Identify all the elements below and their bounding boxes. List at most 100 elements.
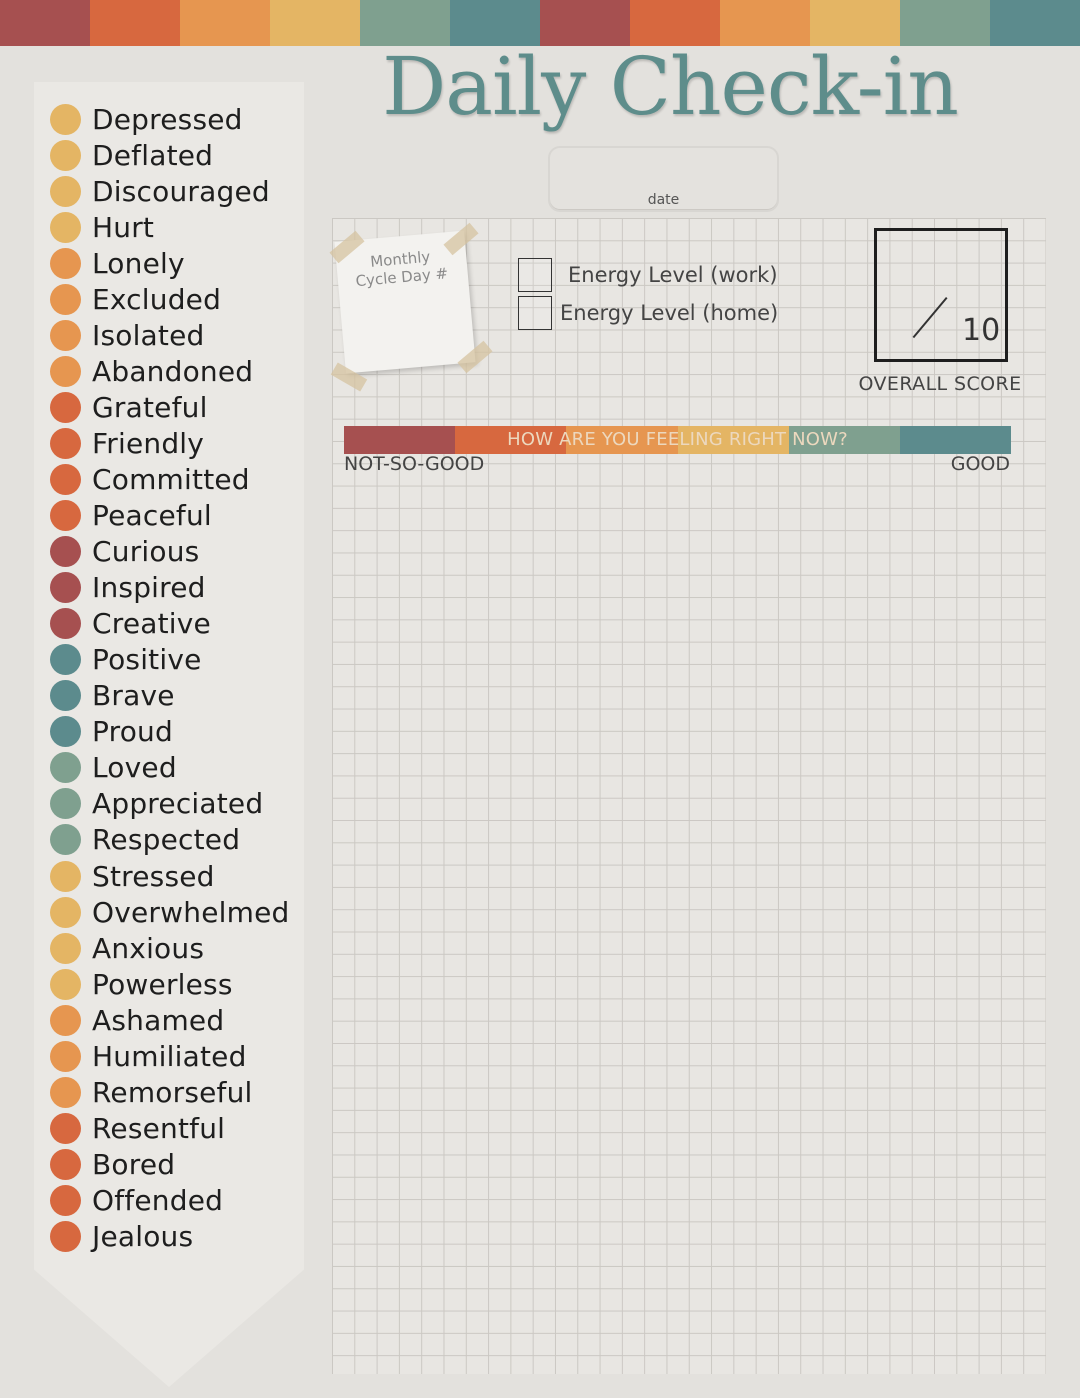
mood-item[interactable]: Abandoned (50, 353, 289, 389)
mood-color-dot[interactable] (50, 824, 81, 856)
mood-label: Overwhelmed (92, 895, 290, 929)
mood-item[interactable]: Appreciated (50, 786, 289, 822)
grid-paper[interactable] (332, 218, 1046, 1374)
mood-color-dot[interactable] (50, 319, 81, 351)
mood-item[interactable]: Inspired (50, 570, 289, 606)
mood-item[interactable]: Committed (50, 461, 289, 497)
stripe-segment (990, 0, 1080, 46)
mood-item[interactable]: Remorseful (50, 1074, 289, 1110)
mood-item[interactable]: Ashamed (50, 1002, 289, 1038)
mood-item[interactable]: Powerless (50, 966, 289, 1002)
mood-color-dot[interactable] (50, 1148, 81, 1180)
mood-label: Appreciated (92, 787, 264, 821)
energy-work-checkbox[interactable] (518, 258, 552, 292)
mood-label: Abandoned (92, 354, 254, 388)
mood-label: Deflated (92, 138, 214, 172)
mood-item[interactable]: Friendly (50, 425, 289, 461)
scale-low-label: NOT-SO-GOOD (344, 453, 485, 475)
mood-color-dot[interactable] (50, 391, 81, 423)
mood-item[interactable]: Resentful (50, 1110, 289, 1146)
mood-label: Depressed (92, 102, 243, 136)
mood-label: Isolated (92, 318, 205, 352)
mood-label: Friendly (92, 426, 205, 460)
mood-item[interactable]: Grateful (50, 389, 289, 425)
overall-score-label: OVERALL SCORE (858, 373, 1022, 395)
mood-color-dot[interactable] (50, 644, 81, 676)
mood-item[interactable]: Humiliated (50, 1038, 289, 1074)
mood-item[interactable]: Lonely (50, 245, 289, 281)
mood-item[interactable]: Hurt (50, 209, 289, 245)
energy-home-label: Energy Level (home) (560, 301, 779, 325)
mood-color-dot[interactable] (50, 1004, 81, 1036)
mood-color-dot[interactable] (50, 896, 81, 928)
mood-item[interactable]: Loved (50, 750, 289, 786)
mood-color-dot[interactable] (50, 608, 81, 640)
energy-home-checkbox[interactable] (518, 296, 552, 330)
mood-item[interactable]: Creative (50, 606, 289, 642)
stripe-segment (360, 0, 450, 46)
mood-item[interactable]: Deflated (50, 137, 289, 173)
mood-item[interactable]: Curious (50, 534, 289, 570)
date-label: date (647, 192, 680, 208)
mood-label: Humiliated (92, 1039, 247, 1073)
mood-label: Offended (92, 1183, 224, 1217)
mood-item[interactable]: Positive (50, 642, 289, 678)
mood-label: Committed (92, 462, 250, 496)
note-text: Monthly Cycle Day # (350, 246, 453, 291)
mood-item[interactable]: Jealous (50, 1218, 289, 1254)
mood-color-dot[interactable] (50, 1112, 81, 1144)
mood-list: Depressed Deflated Discouraged Hurt Lonely Ex… (50, 101, 289, 1255)
mood-item[interactable]: Respected (50, 822, 289, 858)
mood-color-dot[interactable] (50, 968, 81, 1000)
mood-color-dot[interactable] (50, 427, 81, 459)
mood-color-dot[interactable] (50, 1184, 81, 1216)
mood-color-dot[interactable] (50, 536, 81, 568)
mood-color-dot[interactable] (50, 788, 81, 820)
mood-color-dot[interactable] (50, 103, 81, 135)
mood-item[interactable]: Bored (50, 1146, 289, 1182)
mood-label: Stressed (92, 859, 215, 893)
mood-color-dot[interactable] (50, 752, 81, 784)
mood-item[interactable]: Stressed (50, 858, 289, 894)
mood-color-dot[interactable] (50, 175, 81, 207)
mood-color-dot[interactable] (50, 139, 81, 171)
stripe-segment (630, 0, 720, 46)
top-color-stripe (0, 0, 1080, 46)
mood-item[interactable]: Brave (50, 678, 289, 714)
mood-color-dot[interactable] (50, 572, 81, 604)
mood-color-dot[interactable] (50, 283, 81, 315)
mood-label: Respected (92, 823, 241, 857)
feeling-scale-bar[interactable] (344, 426, 1012, 454)
energy-work-row: Energy Level (work) (518, 258, 778, 292)
overall-score-box[interactable] (874, 228, 1008, 362)
mood-item[interactable]: Anxious (50, 930, 289, 966)
mood-color-dot[interactable] (50, 355, 81, 387)
mood-label: Jealous (92, 1219, 194, 1253)
mood-color-dot[interactable] (50, 500, 81, 532)
mood-item[interactable]: Depressed (50, 101, 289, 137)
mood-color-dot[interactable] (50, 463, 81, 495)
scale-high-label: GOOD (950, 453, 1010, 475)
mood-color-dot[interactable] (50, 680, 81, 712)
mood-item[interactable]: Offended (50, 1182, 289, 1218)
date-field[interactable]: date (548, 146, 779, 212)
mood-color-dot[interactable] (50, 932, 81, 964)
mood-color-dot[interactable] (50, 860, 81, 892)
mood-color-dot[interactable] (50, 247, 81, 279)
mood-item[interactable]: Proud (50, 714, 289, 750)
mood-color-dot[interactable] (50, 1076, 81, 1108)
mood-item[interactable]: Excluded (50, 281, 289, 317)
mood-item[interactable]: Peaceful (50, 498, 289, 534)
mood-label: Hurt (92, 210, 155, 244)
mood-label: Positive (92, 643, 202, 677)
mood-item[interactable]: Overwhelmed (50, 894, 289, 930)
mood-item[interactable]: Discouraged (50, 173, 289, 209)
mood-color-dot[interactable] (50, 1220, 81, 1252)
mood-label: Ashamed (92, 1003, 225, 1037)
stripe-segment (90, 0, 180, 46)
mood-color-dot[interactable] (50, 1040, 81, 1072)
mood-color-dot[interactable] (50, 716, 81, 748)
mood-item[interactable]: Isolated (50, 317, 289, 353)
mood-label: Lonely (92, 246, 185, 280)
mood-color-dot[interactable] (50, 211, 81, 243)
